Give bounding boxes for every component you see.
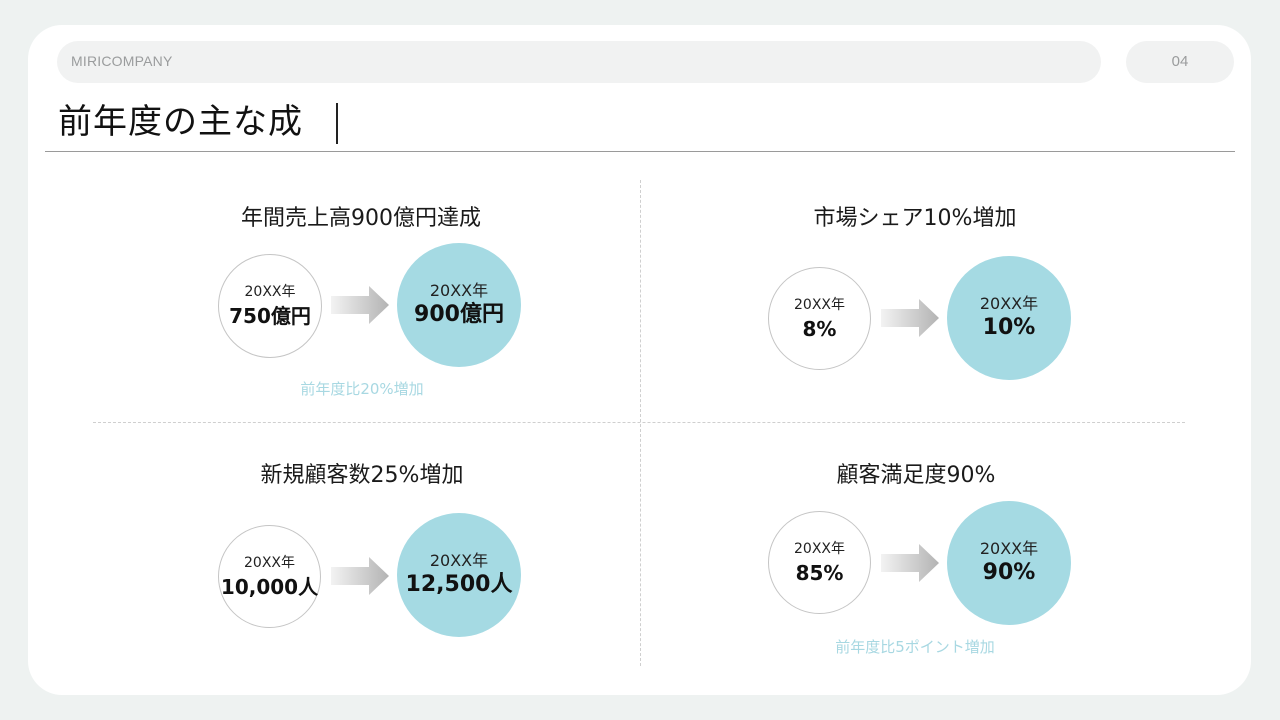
after-year: 20XX年 <box>429 551 489 570</box>
before-year: 20XX年 <box>794 540 845 557</box>
before-circle: 20XX年 750億円 <box>218 254 322 358</box>
before-year: 20XX年 <box>244 284 296 300</box>
growth-note: 前年度比20%増加 <box>300 380 424 398</box>
before-year: 20XX年 <box>244 554 295 571</box>
arrow-right-icon <box>881 544 939 582</box>
quadrant-title: 新規顧客数25%増加 <box>260 463 464 488</box>
quadrant-title: 年間売上高900億円達成 <box>241 206 481 231</box>
before-value: 10,000人 <box>220 574 319 599</box>
before-value: 8% <box>802 316 837 341</box>
quadrant-title: 市場シェア10%増加 <box>813 206 1017 231</box>
after-circle: 20XX年 10% <box>947 256 1071 380</box>
before-value: 750億円 <box>229 304 311 328</box>
after-circle: 20XX年 900億円 <box>397 243 521 367</box>
page-title[interactable]: 前年度の主な成 <box>58 102 303 142</box>
before-circle: 20XX年 10,000人 <box>218 525 321 628</box>
after-value: 900億円 <box>414 302 504 327</box>
after-year: 20XX年 <box>979 539 1039 558</box>
horizontal-divider <box>93 422 1185 423</box>
arrow-right-icon <box>331 557 389 595</box>
after-year: 20XX年 <box>979 294 1039 313</box>
page-number-badge: 04 <box>1126 41 1234 83</box>
after-value: 90% <box>982 560 1036 585</box>
growth-note: 前年度比5ポイント増加 <box>835 638 995 656</box>
before-year: 20XX年 <box>794 296 845 313</box>
before-circle: 20XX年 85% <box>768 511 871 614</box>
quadrant-title: 顧客満足度90% <box>836 463 996 488</box>
before-circle: 20XX年 8% <box>768 267 871 370</box>
page-number: 04 <box>1171 53 1189 70</box>
text-cursor <box>336 103 338 144</box>
company-header-bar: MIRICOMPANY <box>57 41 1101 83</box>
arrow-right-icon <box>881 299 939 337</box>
title-divider <box>45 151 1235 152</box>
after-year: 20XX年 <box>429 281 489 300</box>
company-name: MIRICOMPANY <box>71 53 173 69</box>
after-circle: 20XX年 12,500人 <box>397 513 521 637</box>
after-value: 12,500人 <box>405 572 513 597</box>
after-value: 10% <box>982 315 1036 340</box>
vertical-divider <box>640 180 641 666</box>
arrow-right-icon <box>331 286 389 324</box>
before-value: 85% <box>795 560 844 585</box>
after-circle: 20XX年 90% <box>947 501 1071 625</box>
